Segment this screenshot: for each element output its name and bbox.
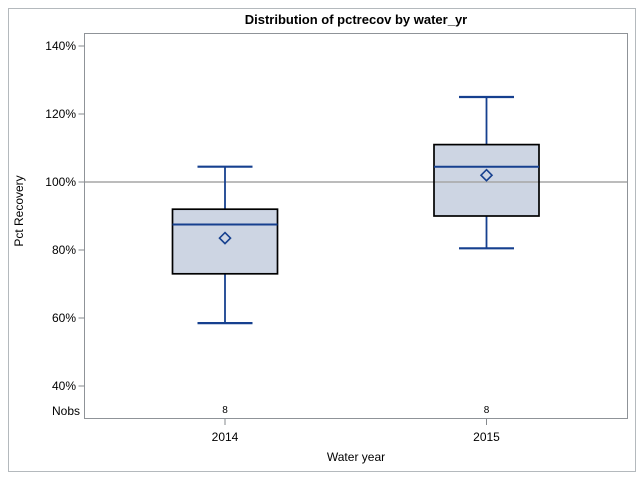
mean-diamond-2015: [479, 168, 494, 182]
box-outline-2015: [433, 143, 540, 217]
x-axis-title: Water year: [327, 450, 385, 464]
chart-title: Distribution of pctrecov by water_yr: [244, 12, 468, 27]
nobs-value-2014: 8: [222, 405, 228, 416]
nobs-value-2015: 8: [484, 405, 490, 416]
x-category-label-2014: 2014: [212, 430, 239, 444]
y-axis-title: Pct Recovery: [12, 175, 26, 246]
y-tick-label-40%: 40%: [52, 379, 76, 393]
mean-diamond-2014: [218, 231, 232, 245]
y-tick-label-80%: 80%: [52, 243, 76, 257]
box-fill-2014: [172, 209, 278, 274]
y-tick-label-140%: 140%: [45, 39, 76, 53]
plot-area-frame: [83, 32, 629, 420]
y-tick-label-100%: 100%: [45, 175, 76, 189]
box-outline-2014: [171, 208, 279, 275]
x-category-label-2015: 2015: [473, 430, 500, 444]
y-tick-label-60%: 60%: [52, 311, 76, 325]
nobs-row-label: Nobs: [52, 404, 80, 418]
y-tick-label-120%: 120%: [45, 107, 76, 121]
